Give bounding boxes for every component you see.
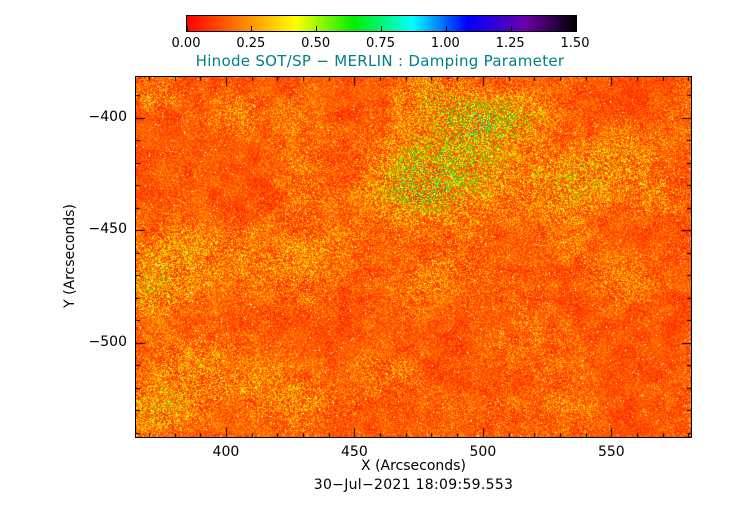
colorbar-tick [445,26,447,31]
colorbar-tick-label: 0.25 [236,36,266,51]
plot-area [135,76,692,438]
x-tick-label: 550 [597,444,625,460]
colorbar-gradient [186,16,577,31]
colorbar-tick-label: 0.50 [301,36,331,51]
x-tick-label: 400 [212,444,240,460]
timestamp: 30−Jul−2021 18:09:59.553 [313,477,514,493]
colorbar-tick [575,26,577,31]
heatmap-canvas [136,77,691,437]
y-tick-label: −400 [88,108,127,125]
colorbar-tick-label: 1.25 [495,36,525,51]
y-tick-label: −450 [88,221,127,237]
plot-title: Hinode SOT/SP − MERLIN : Damping Paramet… [195,52,565,70]
colorbar [186,15,577,32]
x-axis-label: X (Arcseconds) [361,458,466,474]
colorbar-tick-label: 1.00 [430,36,460,51]
colorbar-tick [251,26,253,31]
y-tick-label: −500 [88,333,127,350]
colorbar-tick-label: 0.00 [171,36,201,51]
x-tick-label: 500 [469,444,497,460]
colorbar-tick-label: 0.75 [366,36,395,51]
colorbar-tick [510,26,512,31]
colorbar-tick [381,26,382,31]
colorbar-tick [316,26,318,31]
colorbar-tick [186,26,188,31]
y-axis-label: Y (Arcseconds) [62,204,78,308]
colorbar-tick-label: 1.50 [560,36,590,51]
x-tick-label: 450 [341,444,368,460]
